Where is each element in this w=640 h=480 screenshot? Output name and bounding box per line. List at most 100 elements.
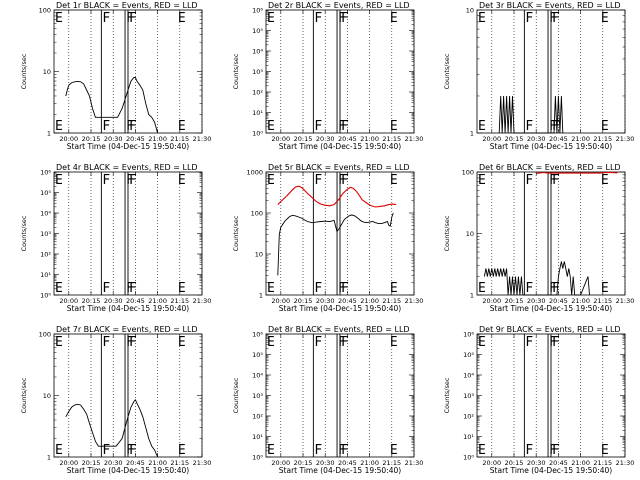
marker-label-top: F xyxy=(129,173,137,188)
marker-label-top: F xyxy=(552,11,560,26)
x-tick-label: 20:15 xyxy=(294,459,313,467)
x-tick-label: 21:15 xyxy=(170,135,189,143)
marker-label-bottom: F xyxy=(549,281,557,296)
marker-label-bottom: F xyxy=(129,281,137,296)
x-tick-label: 20:30 xyxy=(104,459,123,467)
x-axis-label: Start Time (04-Dec-15 19:50:40) xyxy=(490,142,612,151)
marker-label-bottom: E xyxy=(55,119,63,134)
y-tick-label: 10⁴ xyxy=(463,372,474,380)
x-tick-label: 21:00 xyxy=(360,135,379,143)
marker-label-bottom: E xyxy=(267,443,275,458)
series-line-0 xyxy=(277,185,397,208)
y-tick-label: 10⁶ xyxy=(463,331,474,339)
panel-2: Det 2r BLACK = Events, RED = LLD 20:00 20:… xyxy=(232,1,423,151)
y-tick-label: 10¹ xyxy=(252,433,263,441)
marker-label-top: E xyxy=(601,11,609,26)
marker-label-bottom: E xyxy=(178,281,186,296)
x-tick-label: 20:00 xyxy=(271,135,290,143)
marker-label-top: F xyxy=(126,173,134,188)
panel-title: Det 6r BLACK = Events, RED = LLD xyxy=(479,163,621,172)
marker-label-top: F xyxy=(102,173,110,188)
marker-label-bottom: F xyxy=(129,119,137,134)
marker-label-bottom: E xyxy=(390,443,398,458)
y-tick-label: 10² xyxy=(463,413,474,421)
x-tick-label: 21:00 xyxy=(148,459,167,467)
marker-label-top: F xyxy=(341,11,349,26)
x-tick-label: 21:15 xyxy=(382,459,401,467)
x-tick-label: 21:30 xyxy=(616,297,635,305)
y-tick-label: 10¹ xyxy=(252,109,263,117)
series-line-0 xyxy=(65,398,159,458)
y-tick-label: 10² xyxy=(40,251,51,259)
y-tick-label: 10 xyxy=(43,392,51,400)
x-tick-label: 20:15 xyxy=(294,297,313,305)
marker-label-bottom: F xyxy=(129,443,137,458)
panel-title: Det 2r BLACK = Events, RED = LLD xyxy=(268,1,410,10)
x-tick-label: 20:00 xyxy=(482,297,501,305)
y-axis-label: Counts/sec xyxy=(443,215,451,251)
y-tick-label: 100 xyxy=(39,7,51,15)
marker-label-bottom: E xyxy=(55,281,63,296)
marker-label-bottom: E xyxy=(601,443,609,458)
x-axis-label: Start Time (04-Dec-15 19:50:40) xyxy=(67,142,189,151)
y-tick-label: 1 xyxy=(470,292,474,300)
x-tick-label: 21:15 xyxy=(170,297,189,305)
marker-label-top: E xyxy=(267,335,275,350)
marker-label-bottom: F xyxy=(314,443,322,458)
y-tick-label: 100 xyxy=(251,210,263,218)
panel-6: Det 6r BLACK = Events, RED = LLD 20:00 20:… xyxy=(443,163,634,313)
x-tick-label: 20:30 xyxy=(104,297,123,305)
marker-label-bottom: F xyxy=(102,281,110,296)
series-line-1 xyxy=(483,261,590,296)
x-axis-label: Start Time (04-Dec-15 19:50:40) xyxy=(279,466,401,475)
series-line-0 xyxy=(536,171,618,174)
marker-label-top: E xyxy=(478,335,486,350)
x-tick-label: 20:15 xyxy=(82,135,101,143)
y-tick-label: 10⁰ xyxy=(252,454,263,462)
marker-label-bottom: E xyxy=(478,281,486,296)
marker-label-bottom: F xyxy=(549,119,557,134)
marker-label-bottom: E xyxy=(601,281,609,296)
y-tick-label: 10⁴ xyxy=(40,210,51,218)
x-tick-label: 20:30 xyxy=(527,135,546,143)
panel-3: Det 3r BLACK = Events, RED = LLD 20:00 20:… xyxy=(443,1,634,151)
x-tick-label: 20:15 xyxy=(505,297,524,305)
x-tick-label: 20:45 xyxy=(126,297,145,305)
marker-label-top: E xyxy=(178,335,186,350)
panel-5: Det 5r BLACK = Events, RED = LLD 20:00 20:… xyxy=(232,163,423,313)
y-tick-label: 10⁵ xyxy=(40,189,51,197)
y-axis-label: Counts/sec xyxy=(20,377,28,413)
marker-label-bottom: F xyxy=(525,119,533,134)
x-tick-label: 20:30 xyxy=(527,297,546,305)
x-tick-label: 21:30 xyxy=(616,459,635,467)
y-tick-label: 1 xyxy=(259,292,263,300)
marker-label-top: F xyxy=(129,11,137,26)
x-tick-label: 20:00 xyxy=(271,459,290,467)
y-tick-label: 10⁴ xyxy=(252,372,263,380)
x-axis-label: Start Time (04-Dec-15 19:50:40) xyxy=(279,142,401,151)
marker-label-bottom: E xyxy=(478,119,486,134)
x-tick-label: 20:45 xyxy=(126,459,145,467)
y-tick-label: 10 xyxy=(43,68,51,76)
panel-title: Det 1r BLACK = Events, RED = LLD xyxy=(56,1,198,10)
marker-label-bottom: F xyxy=(552,119,560,134)
x-tick-label: 20:45 xyxy=(338,135,357,143)
x-tick-label: 21:15 xyxy=(382,297,401,305)
x-tick-label: 20:45 xyxy=(549,297,568,305)
y-tick-label: 10⁶ xyxy=(252,331,263,339)
x-tick-label: 20:45 xyxy=(549,135,568,143)
y-tick-label: 10 xyxy=(466,7,474,15)
panel-1: Det 1r BLACK = Events, RED = LLD 20:00 20:… xyxy=(20,1,211,151)
x-tick-label: 20:30 xyxy=(316,135,335,143)
x-tick-label: 20:15 xyxy=(505,459,524,467)
x-tick-label: 20:00 xyxy=(59,297,78,305)
y-tick-label: 10⁰ xyxy=(252,130,263,138)
y-tick-label: 10² xyxy=(252,89,263,97)
marker-label-top: E xyxy=(55,335,63,350)
marker-label-bottom: E xyxy=(267,119,275,134)
marker-label-top: E xyxy=(390,11,398,26)
marker-label-bottom: E xyxy=(601,119,609,134)
y-tick-label: 10³ xyxy=(40,230,51,238)
y-axis-label: Counts/sec xyxy=(232,53,240,89)
x-tick-label: 21:15 xyxy=(382,135,401,143)
